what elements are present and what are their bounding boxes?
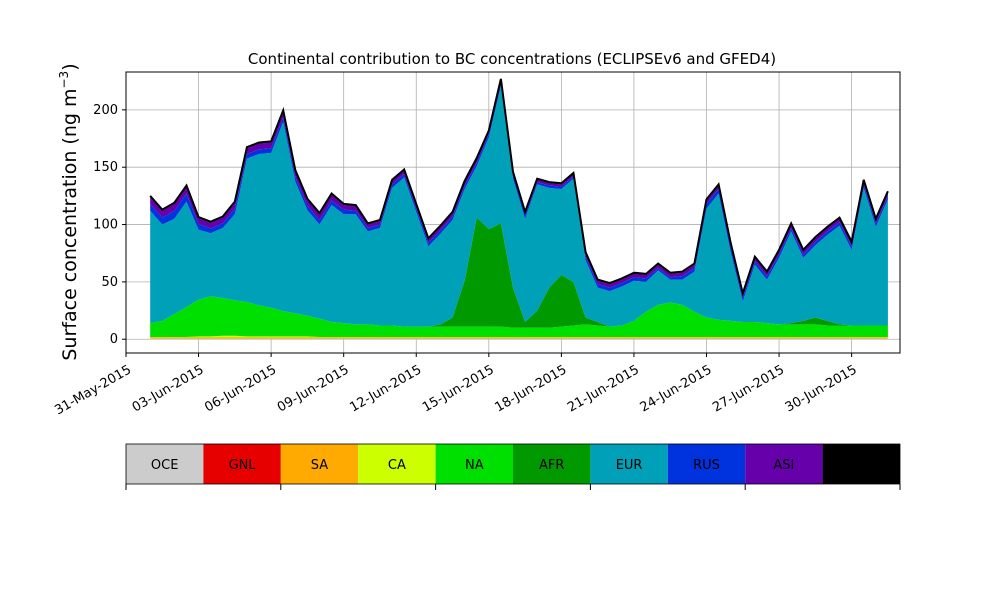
y-axis-label-close: ) xyxy=(59,63,81,70)
legend-swatch-afr xyxy=(513,444,591,484)
area-ca xyxy=(150,335,888,338)
legend-swatch-asi xyxy=(745,444,823,484)
y-tick-label: 150 xyxy=(93,160,118,175)
y-tick-label: 200 xyxy=(93,103,118,118)
y-axis-label-main: Surface concentration (ng m xyxy=(59,89,81,361)
legend-swatch-na xyxy=(435,444,513,484)
legend-label: EUR xyxy=(616,458,643,473)
area-oce xyxy=(150,338,888,340)
y-tick-label: 50 xyxy=(101,275,118,290)
legend-swatch-ca xyxy=(358,444,436,484)
x-tick-label: 30-Jun-2015 xyxy=(783,362,860,415)
x-tick-label: 21-Jun-2015 xyxy=(565,362,642,415)
legend-swatch-rus xyxy=(667,444,746,484)
area-na xyxy=(150,296,888,337)
legend-frame xyxy=(125,443,901,485)
x-tick-label: 24-Jun-2015 xyxy=(638,362,715,415)
chart-title: Continental contribution to BC concentra… xyxy=(248,50,776,68)
legend-colorbar: OCE GNL SA CA NA AFR EUR RUS ASI AUS xyxy=(125,443,901,490)
area-eur xyxy=(150,85,888,327)
legend-label: ASI xyxy=(773,458,794,473)
area-sa xyxy=(150,337,888,339)
x-tick-label: 18-Jun-2015 xyxy=(493,362,570,415)
plot-frame xyxy=(125,71,901,354)
x-tick-label: 12-Jun-2015 xyxy=(347,362,424,415)
legend-swatch-oce xyxy=(126,444,204,484)
area-afr xyxy=(150,217,888,328)
legend-swatch-gnl xyxy=(203,444,281,484)
x-tick-label: 03-Jun-2015 xyxy=(130,362,207,415)
legend-swatch-sa xyxy=(280,444,359,484)
x-tick-label: 15-Jun-2015 xyxy=(420,362,497,415)
x-tick-label: 27-Jun-2015 xyxy=(710,362,787,415)
legend-label: NA xyxy=(465,458,484,473)
y-tick-label: 100 xyxy=(93,218,118,233)
legend-label: OCE xyxy=(151,458,179,473)
legend-label: SA xyxy=(311,458,328,473)
x-tick-label: 06-Jun-2015 xyxy=(202,362,279,415)
total-line xyxy=(149,78,889,298)
y-tick-label: 0 xyxy=(110,332,118,347)
legend-label: AFR xyxy=(539,458,564,473)
legend-label: CA xyxy=(388,458,406,473)
x-tick-label: 31-May-2015 xyxy=(52,362,134,418)
legend-swatch-eur xyxy=(590,444,668,484)
legend-label: GNL xyxy=(229,458,257,473)
y-axis-label: Surface concentration (ng m−3) xyxy=(57,63,81,360)
stacked-areas xyxy=(149,78,889,340)
y-axis-label-exponent: −3 xyxy=(57,71,71,89)
legend-swatch-aus xyxy=(822,444,900,484)
legend-label: RUS xyxy=(693,458,720,473)
legend-label: AUS xyxy=(848,458,875,473)
x-tick-label: 09-Jun-2015 xyxy=(275,362,352,415)
